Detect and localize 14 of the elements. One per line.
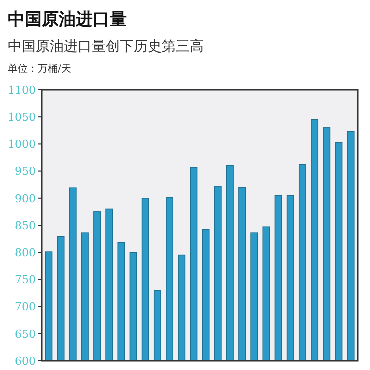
chart-subtitle: 中国原油进口量创下历史第三高	[8, 39, 204, 55]
y-tick-label: 850	[15, 219, 36, 232]
text: 单位：万桶/天	[8, 63, 72, 75]
y-tick-label: 700	[15, 300, 36, 314]
y-tick-label: 800	[15, 246, 36, 260]
y-tick-label: 1050	[8, 110, 36, 124]
y-tick-label: 650	[15, 328, 36, 341]
y-tick-label: 600	[15, 354, 36, 368]
y-tick-label: 900	[15, 192, 36, 206]
chart-title: 中国原油进口量	[8, 10, 127, 30]
y-tick-label: 950	[15, 165, 36, 178]
y-tick-label: 750	[15, 274, 36, 287]
y-tick-label: 1000	[8, 138, 36, 152]
y-tick-label: 1100	[8, 84, 36, 97]
